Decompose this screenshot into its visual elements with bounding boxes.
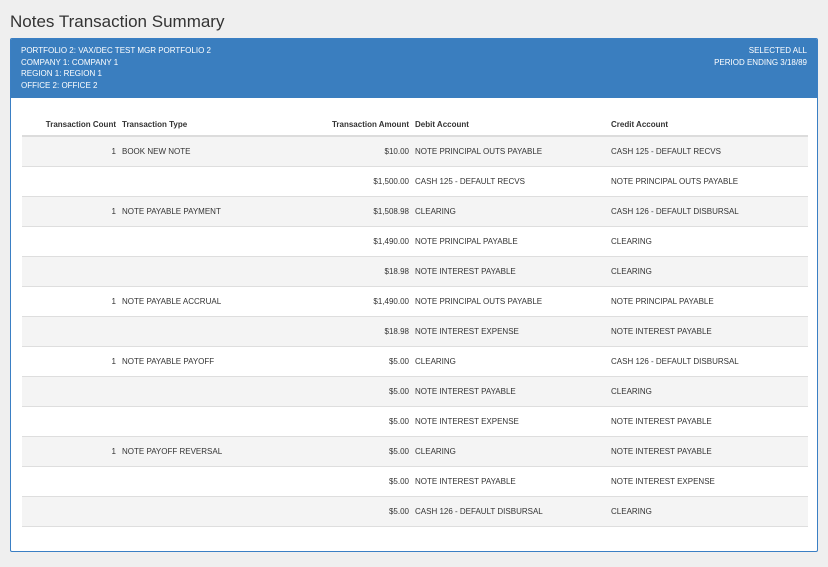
cell-credit: CASH 126 - DEFAULT DISBURSAL	[608, 196, 808, 227]
company-line: COMPANY 1: COMPANY 1	[21, 57, 119, 67]
table-row: 1 BOOK NEW NOTE $10.00 NOTE PRINCIPAL OUTS …	[22, 136, 808, 167]
cell-amount: $5.00	[309, 346, 412, 377]
cell-count	[22, 496, 119, 527]
cell-debit: NOTE PRINCIPAL OUTS PAYABLE	[412, 136, 608, 167]
table-row: $1,490.00 NOTE PRINCIPAL PAYABLE CLEARING	[22, 226, 808, 257]
cell-type	[119, 376, 309, 407]
cell-count	[22, 166, 119, 197]
cell-count	[22, 406, 119, 437]
col-credit-account: Credit Account	[608, 114, 808, 137]
cell-amount: $1,508.98	[309, 196, 412, 227]
cell-count	[22, 376, 119, 407]
cell-amount: $5.00	[309, 406, 412, 437]
cell-credit: NOTE INTEREST PAYABLE	[608, 316, 808, 347]
summary-panel: PORTFOLIO 2: VAX/DEC TEST MGR PORTFOLIO …	[10, 38, 818, 552]
col-transaction-count: Transaction Count	[22, 114, 119, 137]
table-row: 1 NOTE PAYABLE PAYMENT $1,508.98 CLEARING CA…	[22, 196, 808, 227]
cell-debit: CASH 126 - DEFAULT DISBURSAL	[412, 496, 608, 527]
cell-credit: CASH 126 - DEFAULT DISBURSAL	[608, 346, 808, 377]
col-transaction-type: Transaction Type	[119, 114, 309, 137]
cell-count: 1	[22, 346, 119, 377]
report-period: SELECTED ALL PERIOD ENDING 3/18/89	[714, 45, 807, 68]
cell-amount: $5.00	[309, 466, 412, 497]
cell-type: NOTE PAYOFF REVERSAL	[119, 436, 309, 467]
cell-credit: CLEARING	[608, 376, 808, 407]
period-ending-line: PERIOD ENDING 3/18/89	[714, 57, 807, 67]
cell-type: BOOK NEW NOTE	[119, 136, 309, 167]
cell-amount: $1,490.00	[309, 286, 412, 317]
cell-credit: CLEARING	[608, 256, 808, 287]
cell-debit: NOTE PRINCIPAL OUTS PAYABLE	[412, 286, 608, 317]
cell-credit: NOTE INTEREST EXPENSE	[608, 466, 808, 497]
cell-debit: NOTE INTEREST PAYABLE	[412, 466, 608, 497]
cell-count: 1	[22, 196, 119, 227]
cell-debit: NOTE INTEREST PAYABLE	[412, 376, 608, 407]
cell-debit: CLEARING	[412, 196, 608, 227]
region-line: REGION 1: REGION 1	[21, 69, 102, 78]
cell-debit: NOTE PRINCIPAL PAYABLE	[412, 226, 608, 257]
cell-amount: $18.98	[309, 256, 412, 287]
transaction-table: Transaction Count Transaction Type Trans…	[22, 114, 808, 527]
cell-count	[22, 316, 119, 347]
selection-line: SELECTED ALL	[748, 46, 807, 55]
cell-type	[119, 256, 309, 287]
office-line: OFFICE 2: OFFICE 2	[21, 80, 98, 90]
table-row: $5.00 CASH 126 - DEFAULT DISBURSAL CLEARIN…	[22, 496, 808, 527]
table-row: $1,500.00 CASH 125 - DEFAULT RECVS NOTE PR…	[22, 166, 808, 197]
cell-amount: $5.00	[309, 496, 412, 527]
cell-debit: NOTE INTEREST EXPENSE	[412, 316, 608, 347]
report-scope: PORTFOLIO 2: VAX/DEC TEST MGR PORTFOLIO …	[21, 45, 807, 91]
cell-type	[119, 406, 309, 437]
table-row: $5.00 NOTE INTEREST EXPENSE NOTE INTEREST …	[22, 406, 808, 437]
cell-debit: NOTE INTEREST EXPENSE	[412, 406, 608, 437]
cell-type: NOTE PAYABLE ACCRUAL	[119, 286, 309, 317]
cell-amount: $5.00	[309, 436, 412, 467]
cell-credit: NOTE INTEREST PAYABLE	[608, 436, 808, 467]
cell-credit: CASH 125 - DEFAULT RECVS	[608, 136, 808, 167]
cell-type: NOTE PAYABLE PAYMENT	[119, 196, 309, 227]
cell-amount: $10.00	[309, 136, 412, 167]
table-header-row: Transaction Count Transaction Type Trans…	[22, 114, 808, 137]
cell-type	[119, 226, 309, 257]
cell-amount: $1,490.00	[309, 226, 412, 257]
cell-credit: NOTE INTEREST PAYABLE	[608, 406, 808, 437]
cell-type	[119, 166, 309, 197]
cell-count	[22, 226, 119, 257]
table-row: 1 NOTE PAYABLE PAYOFF $5.00 CLEARING CASH 12…	[22, 346, 808, 377]
col-debit-account: Debit Account	[412, 114, 608, 137]
cell-count: 1	[22, 436, 119, 467]
cell-credit: CLEARING	[608, 226, 808, 257]
cell-credit: NOTE PRINCIPAL OUTS PAYABLE	[608, 166, 808, 197]
table-row: 1 NOTE PAYABLE ACCRUAL $1,490.00 NOTE PRINC…	[22, 286, 808, 317]
cell-count	[22, 256, 119, 287]
portfolio-line: PORTFOLIO 2: VAX/DEC TEST MGR PORTFOLIO …	[21, 46, 211, 55]
cell-credit: CLEARING	[608, 496, 808, 527]
cell-type	[119, 316, 309, 347]
cell-count	[22, 466, 119, 497]
cell-debit: CASH 125 - DEFAULT RECVS	[412, 166, 608, 197]
page-title: Notes Transaction Summary	[10, 12, 225, 31]
cell-credit: NOTE PRINCIPAL PAYABLE	[608, 286, 808, 317]
table-body: 1 BOOK NEW NOTE $10.00 NOTE PRINCIPAL OUTS …	[22, 136, 808, 527]
cell-debit: NOTE INTEREST PAYABLE	[412, 256, 608, 287]
cell-amount: $5.00	[309, 376, 412, 407]
cell-debit: CLEARING	[412, 346, 608, 377]
cell-amount: $18.98	[309, 316, 412, 347]
col-transaction-amount: Transaction Amount	[309, 114, 412, 137]
cell-type	[119, 496, 309, 527]
table-row: $5.00 NOTE INTEREST PAYABLE NOTE INTEREST …	[22, 466, 808, 497]
report-header: PORTFOLIO 2: VAX/DEC TEST MGR PORTFOLIO …	[11, 39, 817, 98]
table-row: $18.98 NOTE INTEREST PAYABLE CLEARING	[22, 256, 808, 287]
cell-amount: $1,500.00	[309, 166, 412, 197]
cell-type: NOTE PAYABLE PAYOFF	[119, 346, 309, 377]
cell-count: 1	[22, 286, 119, 317]
cell-type	[119, 466, 309, 497]
cell-debit: CLEARING	[412, 436, 608, 467]
table-row: $5.00 NOTE INTEREST PAYABLE CLEARING	[22, 376, 808, 407]
table-row: 1 NOTE PAYOFF REVERSAL $5.00 CLEARING NOTE I…	[22, 436, 808, 467]
table-row: $18.98 NOTE INTEREST EXPENSE NOTE INTEREST…	[22, 316, 808, 347]
cell-count: 1	[22, 136, 119, 167]
